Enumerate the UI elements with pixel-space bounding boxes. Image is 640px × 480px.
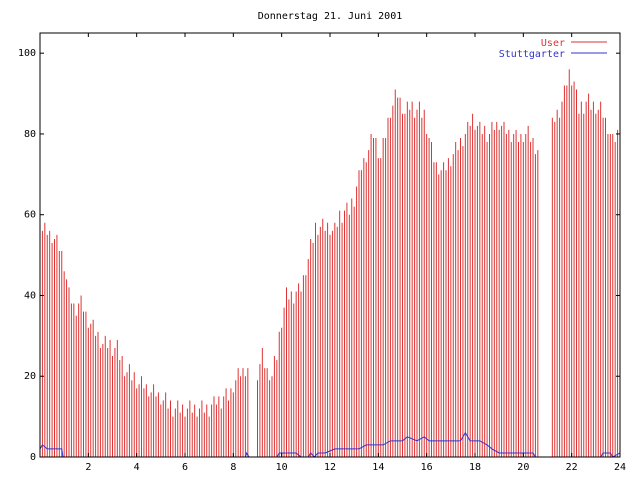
y-axis-ticks: 0 20 40 60 80 100 [18,48,620,463]
x-tick-label-10: 22 [566,462,578,473]
y-tick-label-5: 100 [18,48,36,59]
x-axis-ticks: 2 4 6 8 10 12 14 16 18 20 22 24 [85,33,626,473]
user-series-bars [39,69,621,457]
x-tick-label-11: 24 [614,462,626,473]
x-tick-label-2: 6 [182,462,188,473]
chart-title: Donnerstag 21. Juni 2001 [258,11,403,22]
legend-label-stuttgarter: Stuttgarter [499,49,565,60]
x-tick-label-5: 12 [324,462,336,473]
y-tick-label-2: 40 [24,290,36,301]
x-tick-label-0: 2 [85,462,91,473]
legend-label-user: User [541,38,565,49]
y-tick-label-3: 60 [24,210,36,221]
x-tick-label-3: 8 [230,462,236,473]
x-tick-label-7: 16 [421,462,433,473]
y-tick-label-0: 0 [30,452,36,463]
x-tick-label-4: 10 [276,462,288,473]
x-tick-label-9: 20 [517,462,529,473]
x-tick-label-6: 14 [372,462,384,473]
legend: User Stuttgarter [499,38,607,60]
x-tick-label-1: 4 [134,462,140,473]
x-tick-label-8: 18 [469,462,481,473]
y-tick-label-4: 80 [24,129,36,140]
y-tick-label-1: 20 [24,371,36,382]
